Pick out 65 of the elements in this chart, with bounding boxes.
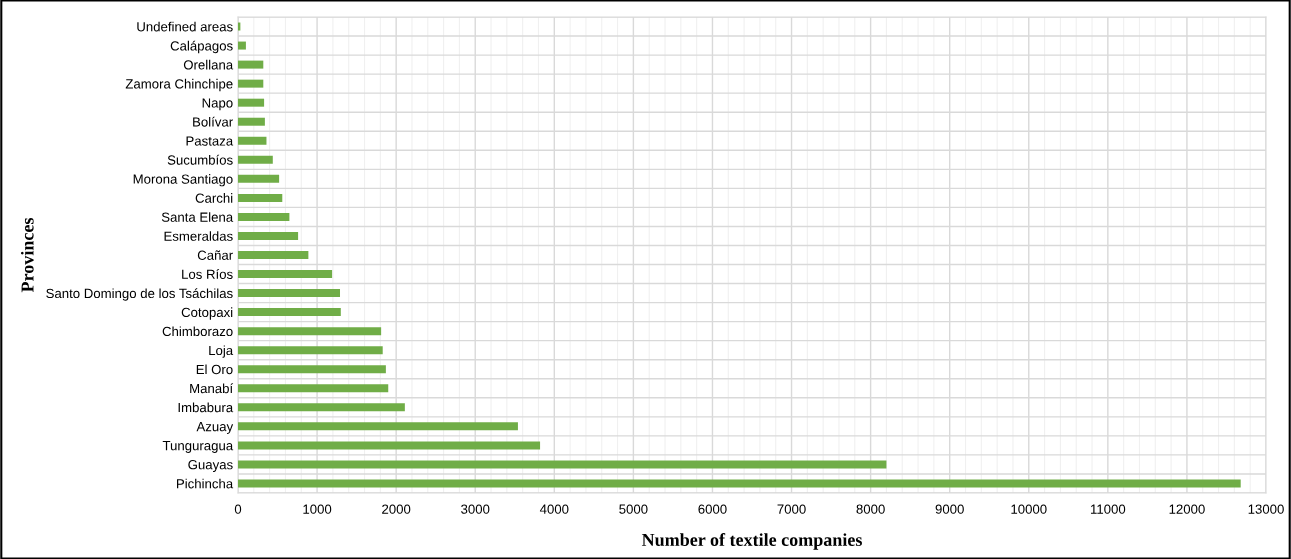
y-tick-label: Los Ríos (182, 269, 233, 279)
y-tick-label: Cañar (197, 250, 233, 260)
bar (238, 231, 299, 240)
y-axis-title: Provinces (20, 218, 34, 293)
y-tick-label: El Oro (196, 364, 233, 375)
y-tick-label: Chimborazo (162, 326, 233, 337)
bar (238, 155, 273, 164)
x-tick-label: 13000 (1248, 504, 1284, 514)
bar (238, 441, 541, 450)
bar (238, 136, 267, 145)
x-tick-label: 0 (234, 504, 242, 514)
bar (238, 79, 264, 88)
y-tick-label: Esmeraldas (164, 231, 233, 241)
x-tick-label: 3000 (461, 504, 490, 514)
y-tick-label: Santa Elena (161, 212, 234, 222)
y-tick-label: Tunguragua (162, 441, 234, 453)
bar (238, 117, 265, 126)
y-tick-label: Imbabura (178, 402, 234, 413)
bar (238, 479, 1241, 488)
y-tick-label: Cotopaxi (181, 307, 233, 320)
bar (238, 346, 383, 355)
x-tick-label: 6000 (698, 504, 727, 514)
bar (238, 403, 405, 412)
y-tick-label: Santo Domingo de los Tsáchilas (46, 288, 233, 301)
y-tick-label: Loja (209, 345, 234, 358)
bar (238, 212, 290, 221)
x-tick-label: 10000 (1011, 504, 1047, 514)
x-tick-label: 9000 (935, 504, 964, 514)
y-tick-label: Zamora Chinchipe (125, 78, 233, 92)
y-tick-label: Guayas (188, 460, 233, 472)
y-tick-label: Undefined areas (137, 21, 233, 32)
x-axis-title: Number of textile companies (641, 533, 862, 550)
x-tick-label: 11000 (1091, 504, 1126, 514)
x-tick-label: 1000 (303, 504, 332, 514)
y-tick-label: Bolívar (193, 116, 233, 127)
y-tick-label: Azuay (196, 422, 234, 434)
y-tick-label: Manabí (190, 383, 234, 394)
y-tick-label: Pichincha (177, 478, 234, 489)
y-tick-label: Pastaza (186, 136, 234, 146)
y-tick-label: Sucumbíos (167, 154, 233, 165)
y-tick-label: Morona Santiago (133, 174, 233, 187)
bar (238, 98, 265, 107)
bar (238, 270, 333, 279)
bar (238, 193, 283, 202)
bar (238, 365, 386, 374)
bar (238, 289, 341, 298)
bar (238, 41, 246, 50)
bar (238, 384, 389, 393)
y-tick-label: Orellana (183, 59, 234, 70)
x-tick-label: 8000 (856, 504, 885, 514)
y-tick-label: Carchi (195, 193, 233, 203)
y-tick-label: Calápagos (170, 40, 233, 54)
y-tick-label: Napo (202, 98, 233, 111)
x-tick-label: 5000 (619, 504, 648, 514)
bar (238, 308, 341, 317)
x-tick-label: 7000 (777, 504, 806, 514)
x-tick-label: 12000 (1169, 504, 1205, 514)
bar (238, 422, 518, 431)
bar (238, 327, 382, 336)
x-tick-label: 2000 (382, 504, 411, 514)
x-tick-label: 4000 (539, 504, 569, 514)
bar (238, 460, 887, 469)
bar (238, 174, 280, 183)
bar (238, 60, 264, 69)
bar (238, 251, 309, 259)
